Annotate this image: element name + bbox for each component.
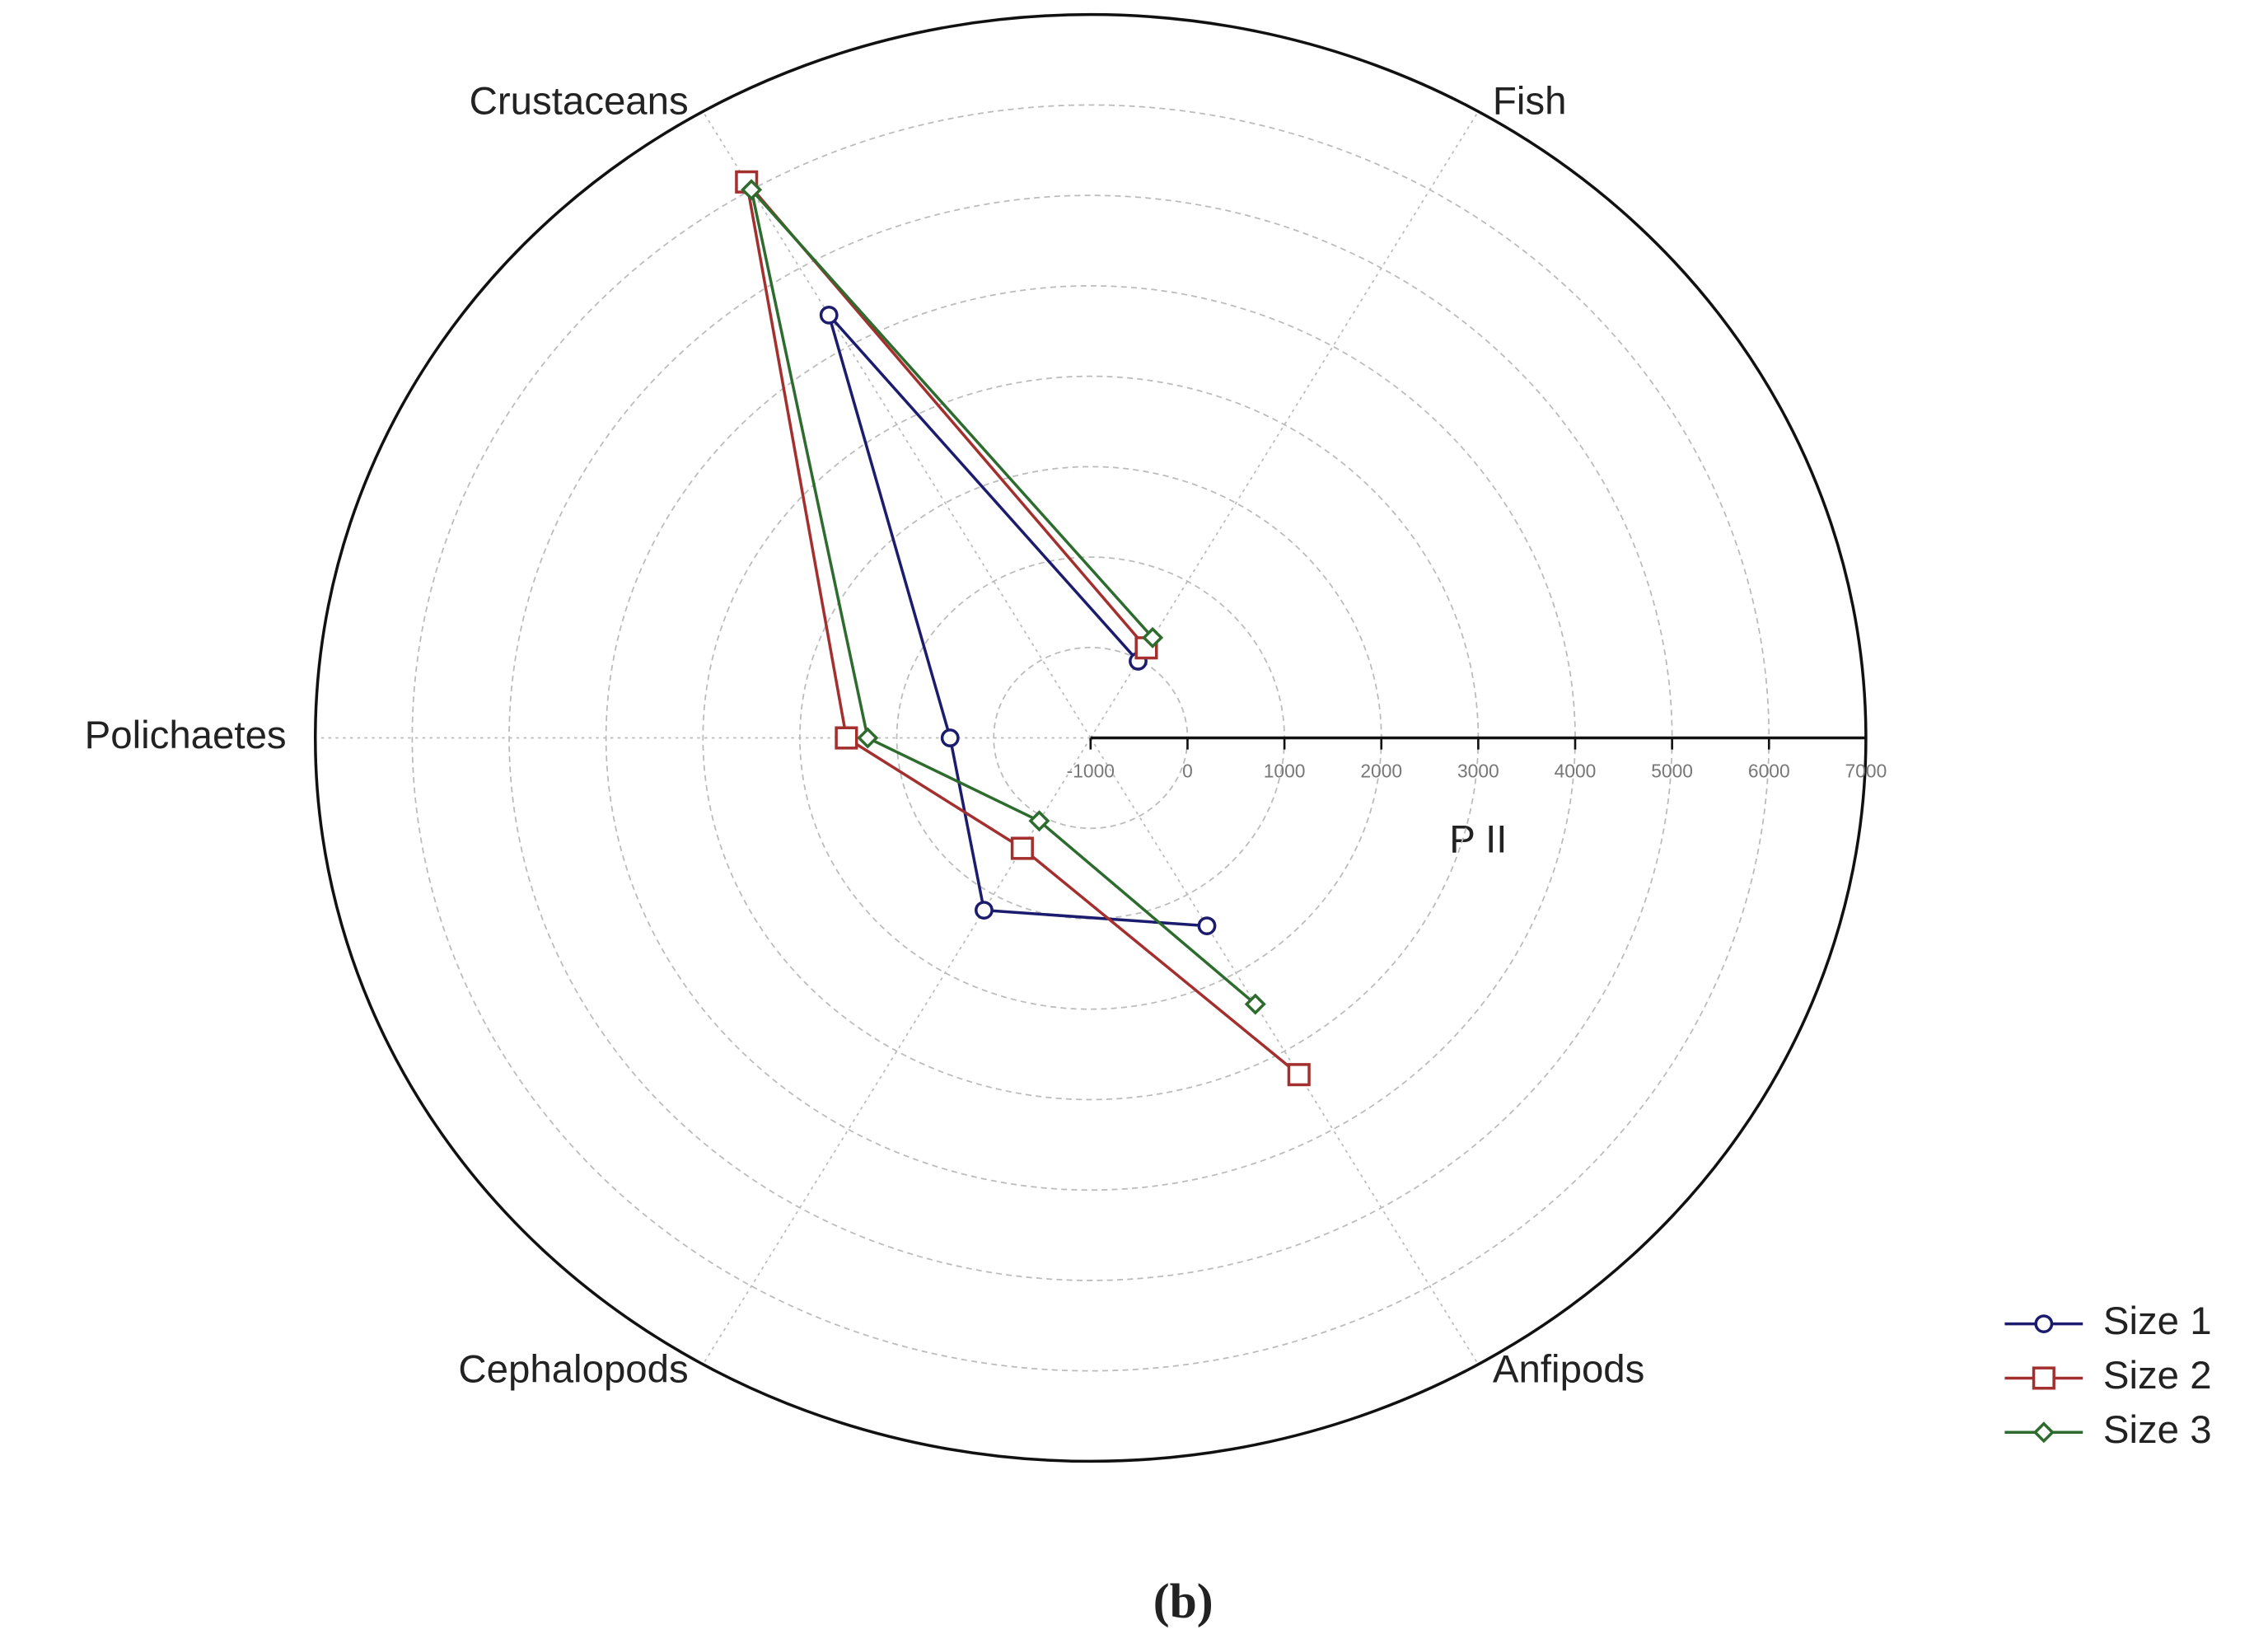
tick-label: 7000 [1845, 761, 1887, 782]
tick-label: 2000 [1360, 761, 1402, 782]
legend-label: Size 3 [2103, 1408, 2212, 1452]
tick-label: -1000 [1067, 761, 1115, 782]
marker [1142, 626, 1164, 648]
marker [1244, 993, 1266, 1015]
marker [819, 305, 839, 325]
axis-label: P II [1449, 817, 1507, 861]
tick-label: 4000 [1555, 761, 1597, 782]
marker [857, 727, 879, 749]
tick-label: 5000 [1651, 761, 1693, 782]
category-label: Crustaceans [470, 80, 689, 124]
marker [1010, 836, 1034, 860]
category-label: Fish [1493, 80, 1567, 124]
marker [1197, 916, 1217, 936]
marker [975, 901, 994, 920]
marker [2032, 1366, 2055, 1390]
category-label: Polichaetes [85, 714, 287, 757]
category-label: Anfipods [1493, 1347, 1644, 1391]
marker [2032, 1421, 2055, 1444]
marker [940, 728, 960, 747]
marker [2034, 1314, 2054, 1334]
marker [1028, 810, 1050, 832]
marker [1287, 1063, 1311, 1087]
tick-label: 3000 [1457, 761, 1499, 782]
legend-label: Size 1 [2103, 1299, 2212, 1343]
marker [741, 179, 763, 201]
tick-label: 0 [1182, 761, 1193, 782]
caption: (b) [1153, 1574, 1213, 1628]
tick-label: 6000 [1748, 761, 1790, 782]
marker [835, 726, 858, 750]
category-label: Cephalopods [458, 1347, 688, 1391]
tick-label: 1000 [1264, 761, 1306, 782]
legend-label: Size 2 [2103, 1354, 2212, 1398]
